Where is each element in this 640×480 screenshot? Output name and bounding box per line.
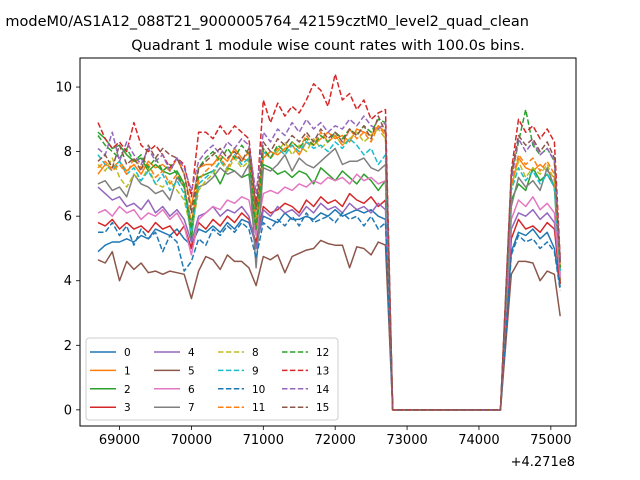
legend-label-8: 8 xyxy=(252,347,259,359)
legend-label-2: 2 xyxy=(124,384,131,396)
legend-label-11: 11 xyxy=(252,402,265,414)
legend-label-7: 7 xyxy=(188,402,195,414)
x-tick-label: 75000 xyxy=(530,433,571,448)
series-line-14 xyxy=(97,115,561,411)
x-axis: 69000 70000 71000 72000 73000 74000 75000 xyxy=(99,426,572,448)
figure-suptitle: n file: modeM0/AS1A12_088T21_9000005764_… xyxy=(0,14,529,30)
legend-label-9: 9 xyxy=(252,365,259,377)
legend-label-10: 10 xyxy=(252,384,265,396)
y-tick-label: 10 xyxy=(55,81,72,96)
x-tick-label: 73000 xyxy=(386,433,427,448)
x-tick-label: 74000 xyxy=(458,433,499,448)
series-layer xyxy=(97,73,561,411)
x-tick-label: 70000 xyxy=(171,433,212,448)
legend-label-14: 14 xyxy=(316,384,330,396)
legend-box xyxy=(85,337,339,421)
y-axis: 0 2 4 6 8 10 xyxy=(55,81,80,418)
legend-label-3: 3 xyxy=(124,402,131,414)
legend-label-13: 13 xyxy=(316,365,329,377)
series-line-15 xyxy=(97,115,561,411)
y-tick-label: 0 xyxy=(64,403,72,418)
series-line-11 xyxy=(97,125,561,411)
legend-label-4: 4 xyxy=(188,347,195,359)
series-line-13 xyxy=(97,73,561,411)
axes-frame xyxy=(79,57,577,427)
legend-label-6: 6 xyxy=(188,384,195,396)
series-line-10 xyxy=(98,212,561,411)
x-tick-label: 72000 xyxy=(315,433,356,448)
chart-title: Quadrant 1 module wise count rates with … xyxy=(131,38,525,54)
legend-label-5: 5 xyxy=(188,365,195,377)
legend-label-1: 1 xyxy=(124,365,131,377)
legend-label-12: 12 xyxy=(316,347,329,359)
x-tick-label: 69000 xyxy=(99,433,140,448)
y-tick-label: 2 xyxy=(64,339,72,354)
x-tick-label: 71000 xyxy=(243,433,284,448)
y-tick-label: 6 xyxy=(64,210,72,225)
y-tick-label: 4 xyxy=(64,274,72,289)
legend-label-15: 15 xyxy=(316,402,329,414)
legend-label-0: 0 xyxy=(124,347,131,359)
y-tick-label: 8 xyxy=(64,145,72,160)
x-axis-offset-label: +4.271e8 xyxy=(511,455,575,470)
